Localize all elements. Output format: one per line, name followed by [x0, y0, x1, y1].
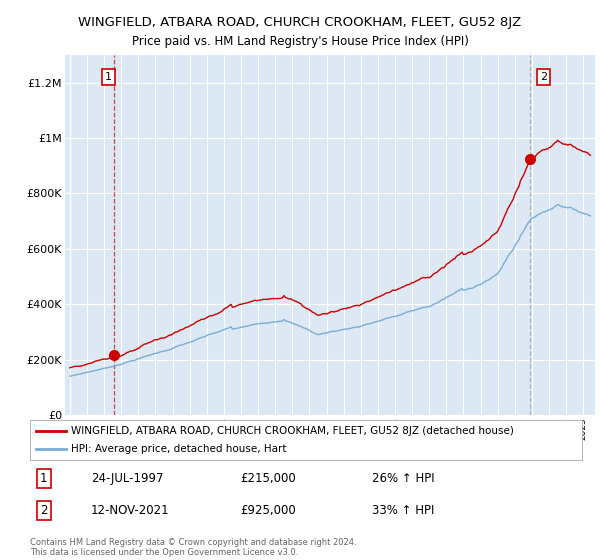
Text: 12-NOV-2021: 12-NOV-2021: [91, 504, 169, 517]
Text: Price paid vs. HM Land Registry's House Price Index (HPI): Price paid vs. HM Land Registry's House …: [131, 35, 469, 48]
Text: 26% ↑ HPI: 26% ↑ HPI: [372, 472, 435, 486]
Text: WINGFIELD, ATBARA ROAD, CHURCH CROOKHAM, FLEET, GU52 8JZ (detached house): WINGFIELD, ATBARA ROAD, CHURCH CROOKHAM,…: [71, 426, 514, 436]
Text: 33% ↑ HPI: 33% ↑ HPI: [372, 504, 434, 517]
Text: HPI: Average price, detached house, Hart: HPI: Average price, detached house, Hart: [71, 445, 287, 454]
Text: WINGFIELD, ATBARA ROAD, CHURCH CROOKHAM, FLEET, GU52 8JZ: WINGFIELD, ATBARA ROAD, CHURCH CROOKHAM,…: [79, 16, 521, 29]
Text: 2: 2: [540, 72, 547, 82]
Text: 2: 2: [40, 504, 47, 517]
Text: 24-JUL-1997: 24-JUL-1997: [91, 472, 163, 486]
Text: £215,000: £215,000: [240, 472, 296, 486]
Text: 1: 1: [40, 472, 47, 486]
Text: £925,000: £925,000: [240, 504, 296, 517]
Text: 1: 1: [105, 72, 112, 82]
Text: Contains HM Land Registry data © Crown copyright and database right 2024.
This d: Contains HM Land Registry data © Crown c…: [30, 538, 356, 557]
